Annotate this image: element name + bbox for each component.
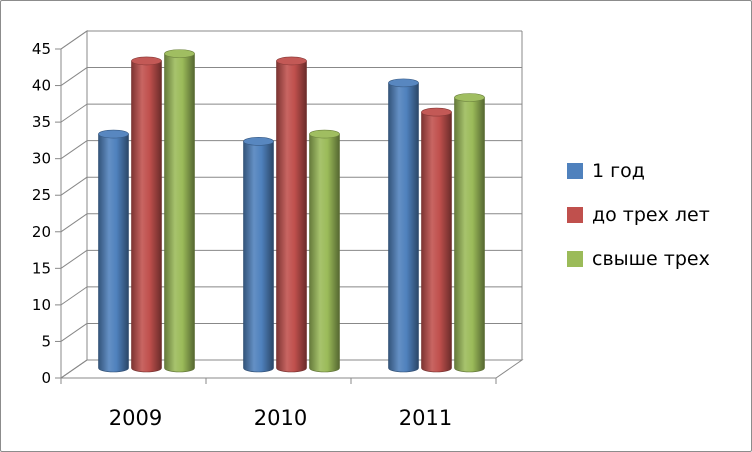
legend: 1 год до трех лет свыше трех	[567, 161, 710, 293]
legend-swatch-1	[567, 207, 583, 223]
legend-label-1: до трех лет	[592, 204, 710, 226]
bar-2010-2	[309, 129, 340, 373]
y-axis-ticks: 0 5 10 15 20 25 30 35 40 45	[32, 40, 62, 387]
gridline-side	[60, 176, 88, 196]
bar-2011-2	[454, 93, 485, 373]
y-tick-label: 15	[32, 259, 51, 277]
y-tick-label: 45	[32, 40, 51, 58]
gridline-side	[60, 286, 88, 306]
legend-item-2: свыше трех	[567, 249, 710, 269]
y-tick-label: 10	[32, 296, 51, 314]
y-tick-label: 30	[32, 150, 51, 168]
x-tick-label-2010: 2010	[254, 406, 307, 430]
y-tick-label: 5	[41, 332, 51, 350]
gridline-side	[60, 213, 88, 233]
bar-2011-0	[388, 78, 419, 373]
gridline-side	[60, 140, 88, 160]
gridline-side	[60, 103, 88, 123]
bar-2009-0	[98, 129, 129, 373]
y-tick-label: 40	[32, 77, 51, 95]
legend-item-1: до трех лет	[567, 205, 710, 225]
legend-label-2: свыше трех	[592, 248, 710, 270]
x-tick-label-2011: 2011	[399, 406, 452, 430]
bars	[98, 49, 485, 373]
legend-label-0: 1 год	[592, 160, 645, 182]
y-tick-label: 35	[32, 113, 51, 131]
y-tick-label: 25	[32, 186, 51, 204]
gridline-side	[60, 67, 88, 86]
gridline-side	[60, 249, 88, 269]
bar-2010-0	[243, 137, 274, 373]
gridline-side	[60, 359, 88, 379]
bar-2009-2	[164, 49, 195, 373]
bar-2011-1	[421, 107, 452, 373]
y-tick-label: 20	[32, 223, 51, 241]
gridline-side	[60, 30, 88, 50]
legend-item-0: 1 год	[567, 161, 710, 181]
x-axis-labels: 2009 2010 2011	[60, 378, 497, 430]
legend-swatch-0	[567, 163, 583, 179]
gridline-side	[60, 323, 88, 342]
bar-2009-1	[131, 56, 162, 373]
bar-2010-1	[276, 56, 307, 373]
legend-swatch-2	[567, 251, 583, 267]
y-tick-label: 0	[41, 369, 51, 387]
x-tick-label-2009: 2009	[109, 406, 162, 430]
